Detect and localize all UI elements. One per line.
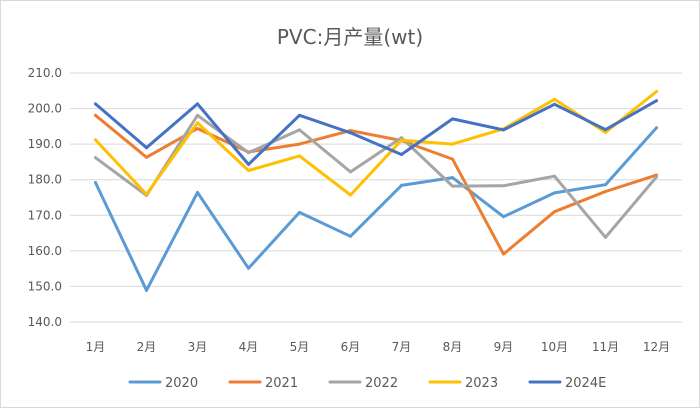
chart-title: PVC:月产量(wt) xyxy=(277,25,423,49)
data-point-2021 xyxy=(145,155,148,159)
legend-label: 2021 xyxy=(265,376,298,391)
x-axis-ticks: 1月 2月 3月 4月 5月 6月 7月 8月 9月 10月 11月 12月 xyxy=(86,340,670,354)
y-tick-label: 160.0 xyxy=(28,244,62,258)
legend-item-2021: 2021 xyxy=(228,376,298,391)
data-point-2022 xyxy=(655,175,658,179)
data-point-2021 xyxy=(502,252,505,256)
data-point-2023 xyxy=(655,89,658,93)
data-point-2022 xyxy=(502,184,505,188)
legend-label: 2024E xyxy=(565,376,606,391)
data-point-2024E xyxy=(604,128,607,132)
data-point-2024E xyxy=(94,102,97,106)
data-point-2021 xyxy=(604,189,607,193)
x-tick-label: 10月 xyxy=(541,340,568,354)
x-tick-label: 11月 xyxy=(592,340,619,354)
data-point-2024E xyxy=(247,162,250,166)
y-tick-label: 210.0 xyxy=(28,66,62,80)
data-point-2024E xyxy=(655,99,658,103)
series-line-2022 xyxy=(94,113,658,239)
data-point-2022 xyxy=(604,235,607,239)
y-tick-label: 180.0 xyxy=(28,173,62,187)
data-point-2024E xyxy=(451,117,454,121)
y-tick-label: 150.0 xyxy=(28,279,62,293)
data-point-2023 xyxy=(604,130,607,134)
x-tick-label: 3月 xyxy=(188,340,208,354)
data-point-2022 xyxy=(349,170,352,174)
data-point-2023 xyxy=(298,154,301,158)
data-point-2024E xyxy=(502,128,505,132)
data-point-2022 xyxy=(247,151,250,155)
legend-item-2024E: 2024E xyxy=(528,376,606,391)
x-tick-label: 12月 xyxy=(643,340,670,354)
data-point-2024E xyxy=(553,102,556,106)
series-line-2023 xyxy=(94,90,658,197)
data-point-2022 xyxy=(298,128,301,132)
data-point-2023 xyxy=(400,138,403,142)
legend-item-2023: 2023 xyxy=(428,376,498,391)
data-point-2023 xyxy=(196,121,199,125)
data-point-2022 xyxy=(94,156,97,160)
data-point-2024E xyxy=(400,152,403,156)
y-axis-ticks: 140.0 150.0 160.0 170.0 180.0 190.0 200.0 210.0 xyxy=(28,66,62,329)
x-tick-label: 5月 xyxy=(290,340,310,354)
data-point-2021 xyxy=(298,142,301,146)
x-tick-label: 4月 xyxy=(239,340,259,354)
data-point-2021 xyxy=(196,126,199,130)
legend-label: 2023 xyxy=(465,376,498,391)
data-point-2023 xyxy=(145,192,148,196)
y-tick-label: 170.0 xyxy=(28,208,62,222)
x-tick-label: 7月 xyxy=(392,340,412,354)
data-point-2022 xyxy=(400,136,403,140)
data-point-2023 xyxy=(94,138,97,142)
legend-label: 2020 xyxy=(165,376,198,391)
data-point-2021 xyxy=(553,210,556,214)
data-point-2020 xyxy=(502,215,505,219)
data-point-2020 xyxy=(604,183,607,187)
x-tick-label: 2月 xyxy=(137,340,157,354)
data-point-2021 xyxy=(451,157,454,161)
y-tick-label: 200.0 xyxy=(28,102,62,116)
data-point-2024E xyxy=(349,131,352,135)
data-point-2020 xyxy=(349,234,352,238)
data-point-2024E xyxy=(145,146,148,150)
series-line-2020 xyxy=(94,126,658,292)
data-point-2020 xyxy=(196,191,199,195)
data-point-2020 xyxy=(298,210,301,214)
data-point-2020 xyxy=(94,181,97,185)
data-point-2021 xyxy=(94,113,97,117)
data-point-2023 xyxy=(247,168,250,172)
data-point-2020 xyxy=(247,266,250,270)
data-point-2020 xyxy=(553,191,556,195)
legend-label: 2022 xyxy=(365,376,398,391)
legend-item-2022: 2022 xyxy=(328,376,398,391)
x-tick-label: 8月 xyxy=(443,340,463,354)
data-point-2022 xyxy=(553,174,556,178)
data-point-2023 xyxy=(451,142,454,146)
data-point-2024E xyxy=(196,102,199,106)
data-point-2020 xyxy=(451,176,454,180)
data-point-2024E xyxy=(298,113,301,117)
x-tick-label: 9月 xyxy=(494,340,514,354)
x-tick-label: 1月 xyxy=(86,340,106,354)
data-point-2020 xyxy=(400,183,403,187)
series-lines xyxy=(94,89,658,292)
series-line-2021 xyxy=(94,113,658,256)
data-point-2020 xyxy=(655,126,658,130)
data-point-2022 xyxy=(451,184,454,188)
data-point-2020 xyxy=(145,288,148,292)
series-line-2024E xyxy=(94,99,658,166)
legend-item-2020: 2020 xyxy=(128,376,198,391)
x-tick-label: 6月 xyxy=(341,340,361,354)
legend: 2020 2021 2022 2023 2024E xyxy=(128,376,606,391)
y-tick-label: 140.0 xyxy=(28,315,62,329)
data-point-2022 xyxy=(196,113,199,117)
y-tick-label: 190.0 xyxy=(28,137,62,151)
data-point-2023 xyxy=(553,97,556,101)
data-point-2023 xyxy=(349,193,352,197)
